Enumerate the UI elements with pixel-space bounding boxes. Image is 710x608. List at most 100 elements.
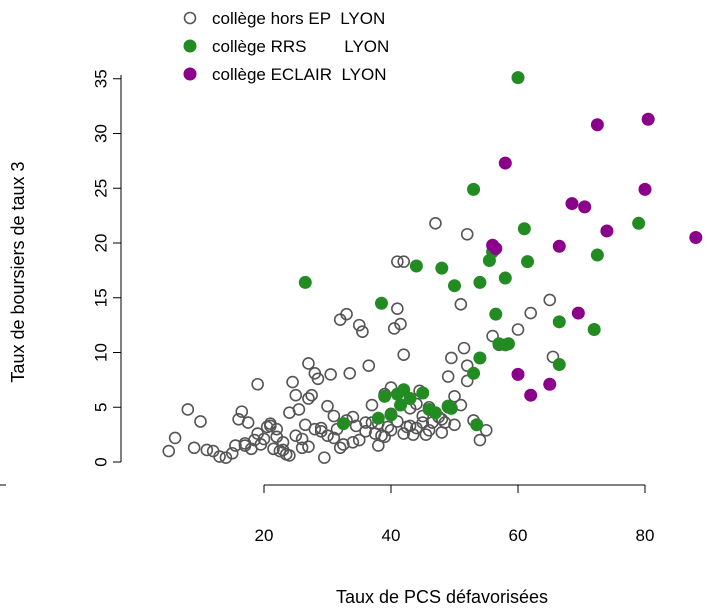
data-point-rrs [371,411,385,425]
data-point-hors-ep [311,372,325,386]
data-point-hors-ep [333,441,347,455]
data-point-hors-ep [283,406,296,420]
data-point-hors-ep [295,441,309,455]
data-point-hors-ep [391,302,404,316]
data-point-hors-ep [187,441,201,455]
data-point-hors-ep [454,298,468,311]
y-tick-label: 35 [92,69,111,88]
data-point-hors-ep [346,410,360,424]
data-point-hors-ep [314,421,328,435]
data-point-hors-ep [394,317,407,331]
data-point-hors-ep [321,429,334,443]
data-point-rrs [467,182,481,196]
data-point-hors-ep [251,427,264,440]
data-point-hors-ep [486,329,499,343]
y-axis-title: Taux de boursiers de taux 3 [8,161,28,382]
data-point-hors-ep [289,429,303,443]
data-point-hors-ep [162,444,176,458]
data-point-hors-ep [448,389,461,403]
data-point-hors-ep [479,423,493,437]
legend-label-rrs: collège RRS LYON [212,37,389,56]
data-point-hors-ep [365,398,379,412]
data-point-rrs [374,296,388,310]
data-point-hors-ep [302,357,315,370]
x-tick-label: 40 [382,526,401,545]
data-point-rrs [336,417,350,431]
legend-label-eclair: collège ECLAIR LYON [212,65,386,84]
data-point-eclair [498,156,512,170]
data-point-hors-ep [397,427,411,440]
data-point-rrs [632,216,646,230]
y-tick-label: 10 [92,343,111,362]
data-point-hors-ep [241,416,255,429]
legend-label-hors-ep: collège hors EP LYON [212,9,385,28]
legend-marker-hors-ep [183,11,197,25]
data-point-hors-ep [314,425,328,438]
data-point-hors-ep [524,306,538,320]
data-point-eclair [552,239,566,253]
data-point-hors-ep [302,440,315,453]
data-point-hors-ep [276,435,290,449]
y-tick-label: 20 [92,234,111,253]
data-point-hors-ep [457,341,471,355]
data-point-eclair [578,200,592,214]
data-point-hors-ep [406,428,420,441]
data-point-hors-ep [441,370,455,383]
x-axis-ticks: 20 40 60 80 [255,485,655,545]
data-point-hors-ep [460,227,474,241]
data-point-hors-ep [422,423,436,437]
data-point-rrs [416,386,430,400]
data-point-hors-ep [473,433,487,447]
data-point-hors-ep [403,419,417,433]
data-point-rrs [489,307,503,321]
data-point-rrs [435,261,449,275]
data-point-hors-ep [264,419,277,433]
data-point-hors-ep [391,255,404,268]
data-point-eclair [689,231,703,245]
data-point-hors-ep [362,359,376,372]
data-point-rrs [521,255,535,269]
data-point-rrs [590,248,604,262]
legend-marker-rrs [183,39,197,53]
data-point-hors-ep [327,409,341,423]
data-point-eclair [571,306,585,320]
data-point-rrs [403,391,417,405]
data-point-rrs [384,408,398,422]
data-point-hors-ep [181,403,195,416]
data-point-hors-ep [397,255,411,268]
data-point-hors-ep [283,449,296,462]
data-point-rrs [409,259,423,273]
data-point-hors-ep [359,416,372,429]
y-tick-label: 5 [92,403,111,412]
data-point-hors-ep [543,293,557,307]
data-point-eclair [565,197,579,211]
legend-marker-eclair [183,67,197,81]
data-point-hors-ep [324,368,337,381]
data-point-rrs [587,323,601,337]
data-point-rrs [298,275,312,289]
data-point-hors-ep [168,431,182,445]
data-point-eclair [590,118,604,132]
data-point-rrs [517,222,531,236]
data-point-hors-ep [343,367,357,380]
data-point-eclair [489,241,503,255]
data-point-hors-ep [219,451,233,464]
data-point-hors-ep [397,348,411,361]
data-point-rrs [467,366,481,380]
legend: collège hors EP LYON collège RRS LYON co… [183,9,389,84]
y-axis-ticks: 0 5 10 15 20 25 30 35 [92,69,121,467]
data-point-hors-ep [352,433,366,447]
data-point-hors-ep [229,439,242,452]
data-point-hors-ep [435,426,449,439]
x-tick-label: 80 [636,526,655,545]
data-point-hors-ep [410,421,423,435]
data-point-hors-ep [270,422,284,436]
data-point-hors-ep [429,216,442,230]
data-point-eclair [641,112,655,126]
data-point-rrs [473,275,487,289]
data-point-hors-ep [337,438,350,451]
data-point-rrs [428,406,442,420]
data-point-hors-ep [321,399,334,413]
legend-item-rrs: collège RRS LYON [183,37,389,56]
